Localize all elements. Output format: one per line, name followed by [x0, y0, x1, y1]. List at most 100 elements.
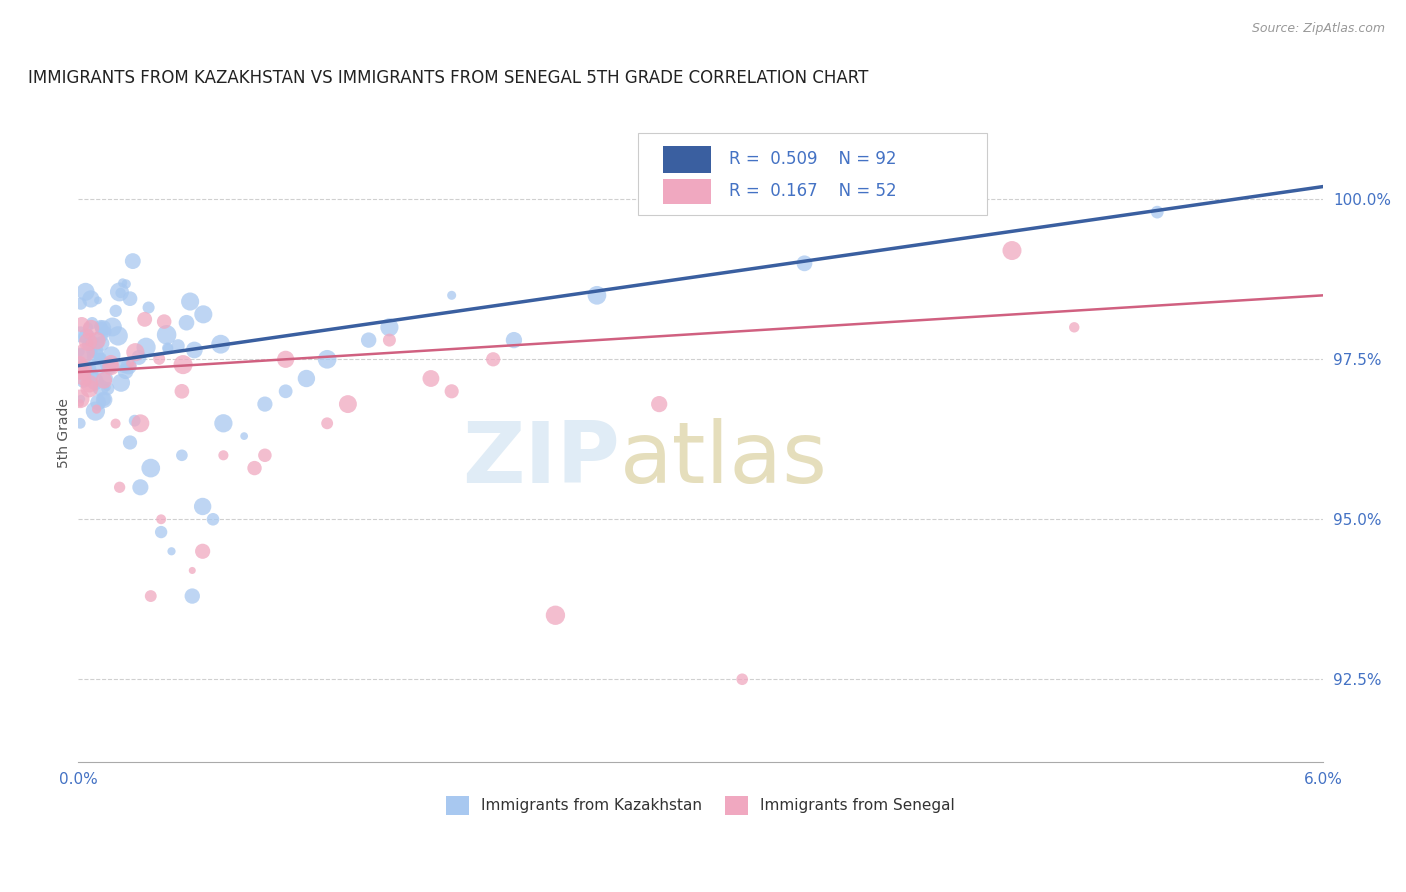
- Point: [134, 312, 156, 326]
- Point: [79, 361, 101, 376]
- Text: R =  0.509    N = 92: R = 0.509 N = 92: [730, 150, 897, 168]
- Point: [156, 327, 179, 342]
- Point: [90, 321, 112, 335]
- Point: [193, 307, 215, 321]
- Point: [793, 256, 815, 270]
- Text: Source: ZipAtlas.com: Source: ZipAtlas.com: [1251, 22, 1385, 36]
- Point: [76, 337, 98, 351]
- Point: [112, 359, 135, 373]
- Point: [72, 362, 94, 376]
- Point: [82, 316, 104, 330]
- Point: [482, 352, 505, 367]
- Point: [107, 329, 129, 343]
- Point: [419, 371, 441, 385]
- Point: [212, 448, 235, 462]
- Point: [336, 397, 359, 411]
- Point: [69, 392, 91, 406]
- Point: [104, 417, 127, 431]
- Point: [70, 366, 93, 380]
- Point: [94, 371, 117, 385]
- Point: [243, 461, 266, 475]
- Point: [72, 374, 94, 388]
- Point: [101, 320, 124, 334]
- Point: [316, 352, 339, 367]
- Point: [440, 288, 463, 302]
- Point: [90, 381, 112, 395]
- Point: [93, 392, 115, 407]
- Point: [731, 672, 754, 686]
- Point: [181, 564, 204, 578]
- Point: [274, 384, 297, 399]
- Point: [77, 376, 100, 391]
- Text: IMMIGRANTS FROM KAZAKHSTAN VS IMMIGRANTS FROM SENEGAL 5TH GRADE CORRELATION CHAR: IMMIGRANTS FROM KAZAKHSTAN VS IMMIGRANTS…: [28, 69, 869, 87]
- Legend: Immigrants from Kazakhstan, Immigrants from Senegal: Immigrants from Kazakhstan, Immigrants f…: [440, 789, 962, 821]
- Point: [100, 359, 122, 374]
- Point: [357, 333, 380, 347]
- Point: [69, 396, 91, 410]
- Point: [77, 320, 100, 334]
- Point: [69, 327, 91, 342]
- Point: [274, 352, 297, 367]
- Point: [84, 404, 107, 418]
- Point: [70, 318, 93, 332]
- Point: [79, 368, 101, 382]
- Point: [179, 294, 201, 309]
- Point: [253, 448, 276, 462]
- Point: [118, 292, 141, 306]
- Point: [89, 351, 111, 366]
- Point: [648, 397, 671, 411]
- Point: [77, 334, 100, 349]
- Point: [544, 608, 567, 623]
- Point: [115, 277, 138, 291]
- Point: [128, 351, 150, 365]
- FancyBboxPatch shape: [638, 133, 987, 215]
- Point: [172, 358, 194, 372]
- Point: [70, 366, 93, 380]
- Point: [153, 315, 176, 329]
- Point: [253, 397, 276, 411]
- Point: [104, 304, 127, 318]
- Point: [295, 371, 318, 385]
- Point: [129, 417, 152, 431]
- Point: [156, 341, 179, 355]
- Point: [1001, 244, 1024, 258]
- Text: atlas: atlas: [620, 417, 828, 500]
- Point: [76, 329, 98, 343]
- Point: [100, 348, 122, 362]
- Point: [94, 358, 117, 372]
- Point: [233, 429, 256, 443]
- Bar: [664, 146, 710, 172]
- Point: [97, 382, 120, 396]
- Point: [93, 392, 115, 407]
- Point: [378, 333, 401, 347]
- Point: [108, 480, 131, 494]
- Point: [316, 417, 339, 431]
- Point: [69, 417, 91, 431]
- Point: [176, 316, 198, 330]
- Point: [167, 339, 190, 353]
- Point: [212, 417, 235, 431]
- Point: [86, 402, 108, 417]
- Point: [129, 480, 152, 494]
- Point: [1063, 320, 1085, 334]
- Point: [1146, 205, 1168, 219]
- Point: [150, 524, 173, 539]
- Point: [118, 435, 141, 450]
- Point: [98, 359, 121, 373]
- Point: [84, 344, 107, 359]
- Point: [70, 351, 93, 365]
- Point: [191, 544, 214, 558]
- Point: [96, 380, 118, 394]
- Point: [121, 254, 143, 268]
- Point: [91, 350, 114, 364]
- Point: [111, 276, 134, 290]
- Bar: [664, 179, 710, 204]
- Point: [84, 349, 107, 363]
- Point: [503, 333, 526, 347]
- Point: [70, 366, 93, 380]
- Point: [75, 285, 97, 299]
- Point: [87, 293, 110, 308]
- Point: [87, 359, 110, 373]
- Point: [110, 376, 132, 390]
- Point: [586, 288, 609, 302]
